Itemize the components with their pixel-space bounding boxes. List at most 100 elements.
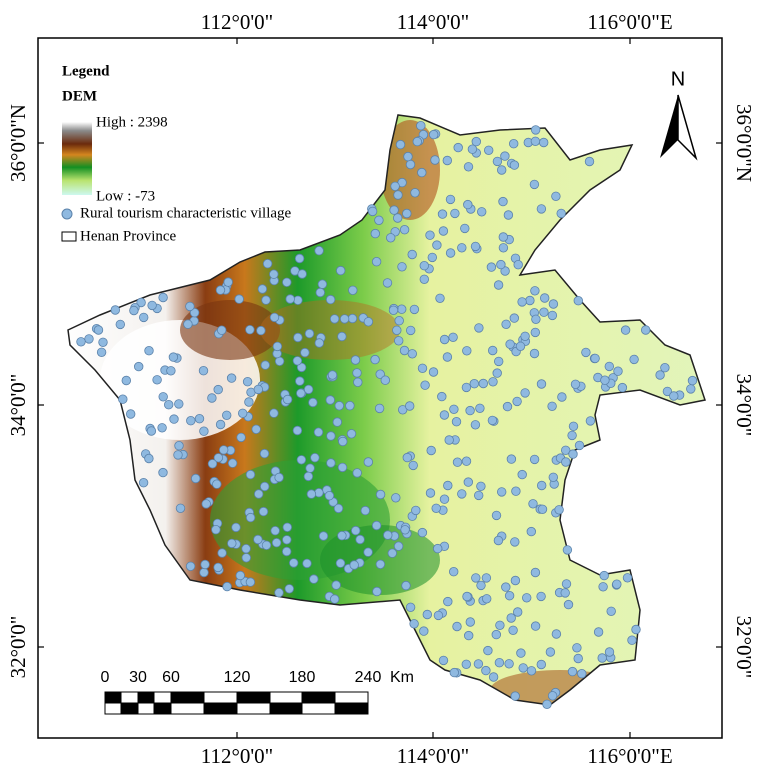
village-point [305,463,315,473]
village-point [353,377,363,388]
village-point [491,629,502,640]
village-point [158,292,168,303]
village-point [405,159,416,170]
village-point [336,265,346,276]
village-point [430,155,440,165]
village-point [465,617,476,627]
village-point [449,404,459,415]
village-point [655,370,665,380]
village-point [282,394,293,405]
village-point [530,327,541,338]
village-point [289,558,299,568]
village-point [380,375,391,385]
village-point [470,420,481,430]
village-point [138,312,149,323]
village-point [399,345,410,356]
village-point [222,581,232,592]
village-point [561,457,571,467]
village-point [537,504,548,515]
village-point [568,421,579,432]
village-point [259,448,270,459]
village-point [530,286,540,296]
village-point [581,347,591,358]
village-point [617,382,628,393]
village-point [506,613,516,623]
village-point [498,232,509,242]
village-point [530,621,541,631]
village-point [303,384,314,395]
village-point [185,301,195,312]
village-point [463,199,473,210]
village-point [405,401,415,411]
village-point [306,489,317,499]
village-point [227,458,238,468]
village-point [442,352,453,362]
village-point [397,262,407,272]
village-point [370,228,381,239]
village-point [367,206,378,217]
scale-segment [120,702,139,715]
village-point [473,659,484,669]
village-point [406,325,416,336]
village-point [371,520,382,531]
village-point [433,610,444,621]
village-point [439,410,450,420]
village-point [613,366,623,376]
village-point [457,243,467,253]
village-point [152,375,162,385]
scale-segment [203,691,238,704]
village-point [457,489,467,499]
legend-province-symbol [61,231,77,242]
village-point [497,165,507,175]
village-point [545,647,556,657]
village-point [300,347,310,358]
village-point [198,366,209,376]
village-point [660,363,670,373]
left-coord-label: 32°0'0" [6,616,30,679]
village-point [501,582,511,592]
village-point [528,499,538,509]
village-point [442,155,453,166]
village-point [520,331,530,342]
village-point [241,553,252,563]
village-point [476,481,486,492]
village-point [529,348,540,359]
right-coord-label: 34°0'0" [732,374,756,437]
scale-segment [301,702,336,715]
village-point [561,579,572,589]
village-point [211,525,221,535]
village-point [394,336,404,346]
village-point [258,506,269,517]
village-point [292,425,303,436]
village-point [355,534,365,545]
village-point [147,300,157,311]
village-point [371,257,382,267]
village-point [348,285,358,296]
village-point [375,369,385,379]
village-point [269,269,279,279]
village-point [470,241,481,252]
village-point [510,691,520,701]
scale-label: 180 [289,669,316,686]
village-point [194,414,205,424]
village-point [506,454,517,464]
village-point [483,645,493,656]
village-point [531,125,541,135]
scale-label: 0 [101,669,110,686]
village-point [494,356,504,367]
village-point [399,224,410,235]
village-point [235,570,246,581]
top-coord-label: 112°0'0" [201,10,273,34]
village-point [146,426,157,436]
village-point [375,489,386,500]
dem-ramp [62,122,92,195]
village-point [337,531,347,541]
village-point [296,362,307,373]
village-point [444,435,454,445]
village-point [477,207,487,217]
village-point [471,573,481,583]
village-point [463,477,474,487]
village-point [501,319,511,330]
village-point [363,457,374,467]
village-point [469,379,480,389]
